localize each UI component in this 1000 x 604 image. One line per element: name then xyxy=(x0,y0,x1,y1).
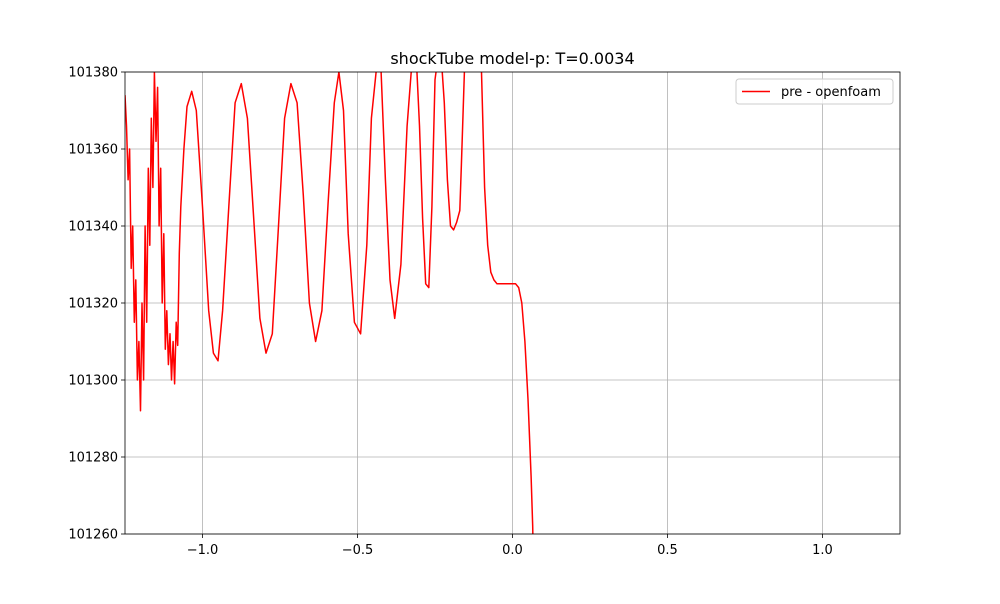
series-layer xyxy=(125,72,534,534)
x-tick-label: 1.0 xyxy=(812,543,833,558)
y-tick-label: 101280 xyxy=(68,451,118,466)
legend-label: pre - openfoam xyxy=(781,85,881,100)
legend-box xyxy=(735,78,894,105)
x-tick-label: −1.0 xyxy=(187,543,219,558)
y-tick-label: 101260 xyxy=(68,528,118,543)
y-tick-label: 101300 xyxy=(68,374,118,389)
y-tick-label: 101380 xyxy=(68,66,118,81)
tick-layer: −1.0 −0.5 0.0 0.5 1.0 101260 101280 101300 10132… xyxy=(68,66,832,559)
grid-lines xyxy=(125,71,900,535)
y-tick-label: 101320 xyxy=(68,297,118,312)
chart-title: shockTube model-p: T=0.0034 xyxy=(390,49,634,68)
x-tick-label: −0.5 xyxy=(342,543,374,558)
y-tick-label: 101340 xyxy=(68,220,118,235)
legend: pre - openfoam xyxy=(735,78,894,105)
series-line-pre-openfoam xyxy=(125,72,534,534)
y-tick-label: 101360 xyxy=(68,143,118,158)
x-tick-label: 0.0 xyxy=(502,543,523,558)
x-tick-label: 0.5 xyxy=(657,543,678,558)
